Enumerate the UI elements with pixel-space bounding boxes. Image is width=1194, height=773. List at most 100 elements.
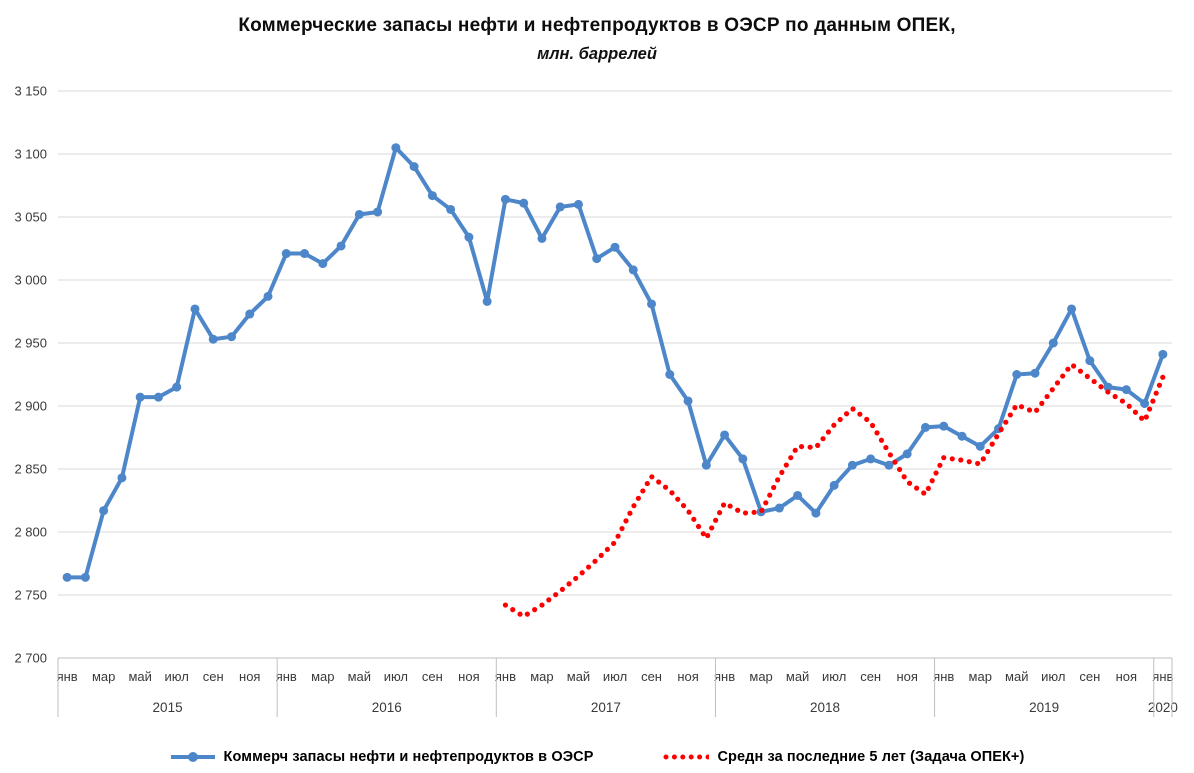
x-tick-label: июл [603, 669, 627, 684]
data-point-marker [793, 490, 803, 500]
data-point-marker [957, 431, 967, 441]
data-point-marker [80, 572, 90, 582]
data-point-marker [720, 430, 730, 440]
data-point-marker [866, 454, 876, 464]
data-point-marker [1067, 304, 1077, 314]
data-point-marker [226, 332, 236, 342]
data-point-marker [592, 254, 602, 264]
data-point-marker [847, 460, 857, 470]
x-tick-label: май [128, 669, 151, 684]
y-tick-label: 3 050 [14, 210, 47, 225]
data-point-marker [153, 392, 163, 402]
data-point-marker [190, 304, 200, 314]
x-tick-label: май [567, 669, 590, 684]
y-tick-label: 2 800 [14, 525, 47, 540]
data-point-marker [665, 370, 675, 379]
x-tick-label: мар [530, 669, 553, 684]
year-label: 2016 [372, 700, 402, 715]
y-tick-label: 3 100 [14, 147, 47, 162]
y-tick-label: 3 000 [14, 273, 47, 288]
series-line-oecd-stocks [65, 145, 1165, 580]
data-point-marker [774, 503, 784, 513]
data-point-marker [701, 460, 711, 470]
data-point-marker [573, 199, 583, 209]
data-point-marker [336, 241, 346, 251]
x-tick-label: май [348, 669, 371, 684]
x-tick-label: янв [1152, 669, 1173, 684]
series-line-five-year-average [502, 361, 1166, 620]
data-point-marker [427, 191, 437, 201]
legend-line-marker-icon [170, 752, 215, 762]
x-tick-label: июл [384, 669, 408, 684]
x-tick-label: сен [203, 669, 224, 684]
x-tick-label: ноя [1116, 669, 1137, 684]
x-tick-label: май [786, 669, 809, 684]
data-point-marker [245, 309, 255, 319]
data-point-marker [628, 265, 638, 275]
legend-dotted-line-icon [663, 754, 710, 760]
legend-item-five-year-average: Средн за последние 5 лет (Задача ОПЕК+) [663, 749, 1024, 765]
year-label: 2015 [153, 700, 183, 715]
year-label: 2017 [591, 700, 621, 715]
data-point-marker [1158, 349, 1168, 359]
data-point-marker [683, 396, 693, 406]
chart-header: Коммерческие запасы нефти и нефтепродукт… [0, 13, 1194, 65]
data-point-marker [409, 162, 419, 172]
data-point-marker [373, 207, 383, 217]
data-point-marker [647, 299, 657, 309]
x-tick-label: июл [165, 669, 189, 684]
x-tick-label: сен [641, 669, 662, 684]
data-point-marker [500, 194, 510, 204]
data-point-marker [610, 242, 620, 252]
data-point-marker [99, 506, 109, 516]
legend-label-oecd-stocks: Коммерч запасы нефти и нефтепродуктов в … [223, 749, 594, 765]
x-tick-label: мар [311, 669, 334, 684]
data-point-marker [939, 421, 949, 431]
data-point-marker [62, 572, 72, 582]
year-label: 2018 [810, 700, 840, 715]
chart-title: Коммерческие запасы нефти и нефтепродукт… [238, 15, 956, 36]
data-point-marker [482, 296, 492, 306]
x-tick-label: ноя [896, 669, 917, 684]
data-point-marker [811, 508, 821, 518]
data-point-marker [318, 259, 328, 269]
x-tick-label: янв [933, 669, 954, 684]
y-tick-label: 2 700 [14, 651, 47, 666]
x-tick-label: мар [749, 669, 772, 684]
data-point-marker [446, 204, 456, 214]
data-point-marker [1140, 398, 1150, 408]
data-point-marker [829, 480, 839, 490]
data-point-marker [1121, 385, 1131, 395]
year-label: 2019 [1029, 700, 1059, 715]
data-point-marker [208, 334, 218, 344]
x-tick-label: янв [57, 669, 78, 684]
data-point-marker [537, 233, 547, 243]
x-tick-label: ноя [239, 669, 260, 684]
data-point-marker [391, 143, 401, 153]
x-tick-label: ноя [458, 669, 479, 684]
y-tick-label: 2 850 [14, 462, 47, 477]
data-point-marker [1103, 382, 1113, 392]
x-tick-label: янв [714, 669, 735, 684]
x-tick-label: мар [92, 669, 115, 684]
year-label: 2020 [1148, 700, 1178, 715]
data-point-marker [902, 449, 912, 459]
data-point-marker [1085, 356, 1095, 366]
data-point-marker [300, 249, 310, 259]
x-tick-label: янв [495, 669, 516, 684]
y-tick-label: 3 150 [14, 84, 47, 99]
x-tick-label: май [1005, 669, 1028, 684]
chart-subtitle: млн. баррелей [537, 44, 657, 63]
x-tick-label: сен [860, 669, 881, 684]
data-point-marker [135, 392, 145, 402]
legend-item-oecd-stocks: Коммерч запасы нефти и нефтепродуктов в … [170, 749, 594, 765]
x-tick-label: янв [276, 669, 297, 684]
data-point-marker [1048, 338, 1058, 348]
x-tick-label: ноя [677, 669, 698, 684]
y-tick-label: 2 900 [14, 399, 47, 414]
x-tick-label: сен [422, 669, 443, 684]
legend: Коммерч запасы нефти и нефтепродуктов в … [0, 749, 1194, 765]
data-point-marker [519, 198, 529, 208]
